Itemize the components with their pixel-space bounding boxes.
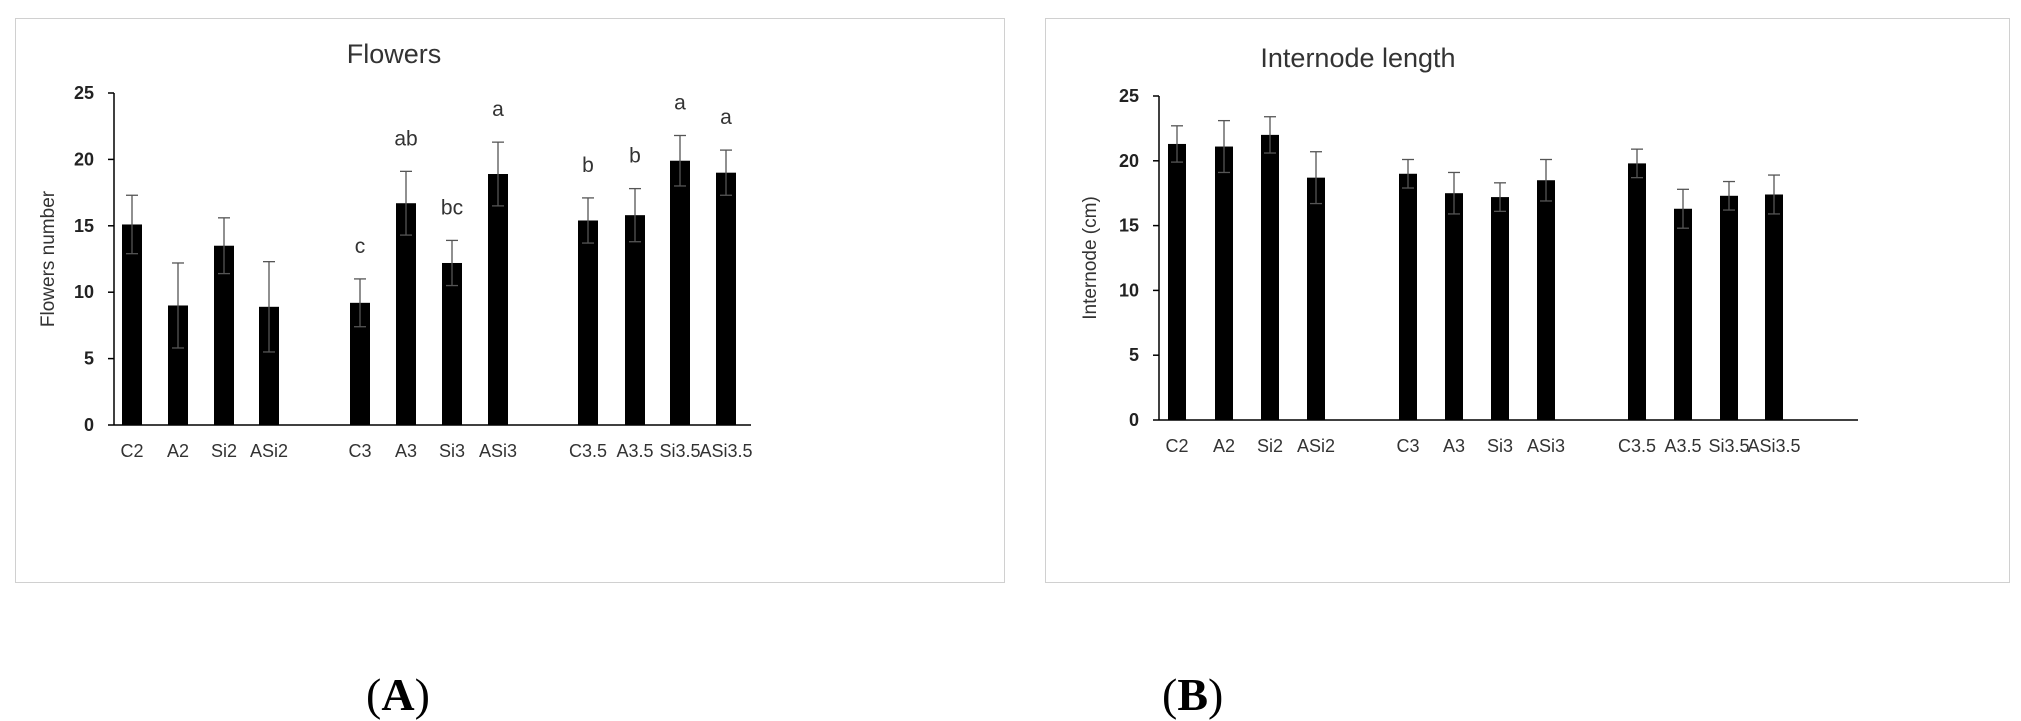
x-tick-label: C3.5 (569, 441, 607, 461)
x-tick-label: A3 (395, 441, 417, 461)
x-tick-label: Si2 (1257, 436, 1283, 456)
x-tick-label: Si3.5 (1708, 436, 1749, 456)
y-tick-label: 0 (84, 415, 94, 435)
significance-letter: a (492, 98, 504, 121)
x-tick-label: C2 (1165, 436, 1188, 456)
panel-label-b: (B) (1162, 669, 1224, 720)
significance-letter: bc (441, 196, 463, 219)
x-tick-label: ASi2 (250, 441, 288, 461)
bar (1168, 143, 1186, 420)
bar (1399, 173, 1417, 420)
bar (1261, 134, 1279, 420)
bar (1765, 194, 1783, 420)
chart-a-frame: Flowers Flowers number 0 5 10 15 20 25 C2 A2 Si2 AS… (15, 18, 1005, 583)
bar (1537, 180, 1555, 420)
y-tick-label: 15 (74, 216, 94, 236)
y-tick-label: 10 (74, 282, 94, 302)
bar (488, 174, 508, 425)
bar (670, 160, 690, 425)
panel-label-a-letter: A (381, 669, 415, 720)
bar (1215, 146, 1233, 420)
significance-letter: b (582, 154, 594, 177)
significance-letter: a (720, 106, 732, 129)
y-tick-label: 10 (1119, 280, 1139, 300)
bar (1720, 195, 1738, 420)
y-tick-label: 15 (1119, 216, 1139, 236)
x-tick-label: A3 (1443, 436, 1465, 456)
y-tick-label: 0 (1129, 410, 1139, 430)
bar (578, 220, 598, 425)
y-axis-label: Flowers number (38, 190, 59, 327)
panel-label-b-letter: B (1177, 669, 1209, 720)
significance-letter: ab (394, 127, 417, 150)
internode-chart: Internode length Internode (cm) 0 5 10 15 20 25… (1080, 43, 1858, 456)
bar (1674, 208, 1692, 420)
x-tick-label: Si3 (1487, 436, 1513, 456)
bar (625, 215, 645, 425)
y-tick-label: 5 (84, 349, 94, 369)
x-tick-label: ASi3 (479, 441, 517, 461)
chart-b-frame: Internode length Internode (cm) 0 5 10 15 20 25… (1045, 18, 2010, 583)
chart-title: Internode length (1260, 43, 1455, 73)
y-tick-label: 20 (1119, 151, 1139, 171)
x-tick-label: A2 (167, 441, 189, 461)
bar (1445, 193, 1463, 420)
bar (1307, 177, 1325, 420)
panel-label-a: (A) (366, 669, 430, 720)
x-tick-label: C3.5 (1618, 436, 1656, 456)
bar (350, 302, 370, 425)
bar (214, 245, 234, 425)
significance-letter: b (629, 145, 641, 168)
x-tick-label: ASi2 (1297, 436, 1335, 456)
x-tick-label: A3.5 (616, 441, 653, 461)
y-tick-label: 5 (1129, 345, 1139, 365)
x-tick-label: C3 (1396, 436, 1419, 456)
x-tick-label: A2 (1213, 436, 1235, 456)
bar (168, 305, 188, 425)
bar (259, 306, 279, 425)
y-tick-label: 25 (1119, 86, 1139, 106)
bar (716, 172, 736, 425)
significance-letter: c (355, 235, 366, 258)
x-tick-label: Si2 (211, 441, 237, 461)
bar (122, 224, 142, 425)
x-tick-label: Si3 (439, 441, 465, 461)
flowers-chart: Flowers Flowers number 0 5 10 15 20 25 C2 A2 Si2 AS… (38, 39, 753, 461)
y-axis-label: Internode (cm) (1080, 196, 1101, 320)
y-tick-label: 20 (74, 149, 94, 169)
significance-letter: a (674, 91, 686, 114)
x-tick-label: A3.5 (1664, 436, 1701, 456)
x-tick-label: ASi3 (1527, 436, 1565, 456)
chart-title: Flowers (347, 39, 442, 69)
y-tick-label: 25 (74, 83, 94, 103)
x-tick-label: ASi3.5 (1747, 436, 1800, 456)
x-tick-label: C2 (120, 441, 143, 461)
bar (1628, 163, 1646, 420)
bar (442, 262, 462, 425)
x-tick-label: Si3.5 (659, 441, 700, 461)
bar (1491, 197, 1509, 420)
bar (396, 203, 416, 425)
x-tick-label: C3 (348, 441, 371, 461)
x-tick-label: ASi3.5 (699, 441, 752, 461)
